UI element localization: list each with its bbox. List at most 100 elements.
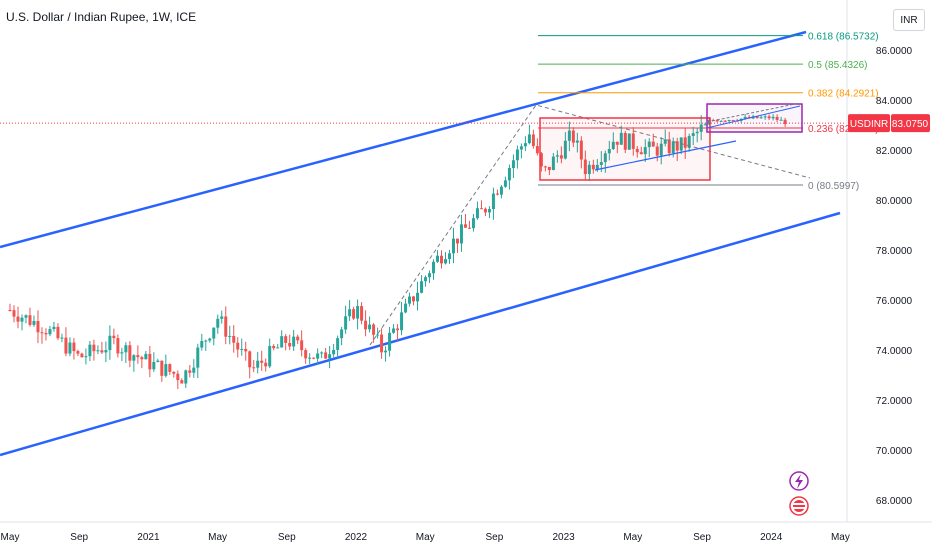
candle-body (300, 340, 304, 351)
candle-body (252, 367, 256, 369)
candle-body (108, 335, 112, 351)
y-tick-label: 82.0000 (876, 146, 913, 157)
candle-body (128, 345, 132, 361)
candle-body (707, 120, 711, 125)
candle-body (8, 310, 12, 311)
candle-body (388, 332, 392, 351)
candle-body (368, 324, 372, 330)
candle-body (567, 130, 571, 141)
candle-body (503, 180, 507, 187)
candle-body (196, 347, 200, 368)
candle-body (775, 116, 779, 120)
candle-body (408, 296, 412, 304)
us-flag-inner-icon (793, 500, 805, 512)
y-tick-label: 80.0000 (876, 196, 913, 207)
candle-body (384, 350, 388, 353)
fib-level-label: 0.382 (84.2921) (808, 89, 879, 100)
candle-body (116, 338, 120, 354)
candle-body (511, 160, 515, 169)
candle-body (184, 370, 188, 384)
candle-body (100, 350, 104, 353)
candle-body (96, 350, 100, 352)
candle-body (759, 117, 763, 119)
y-tick-label: 84.0000 (876, 96, 913, 107)
candle-body (52, 326, 56, 330)
candle-body (575, 140, 579, 143)
us-flag-stripe-icon (793, 507, 805, 509)
candle-body (731, 120, 735, 122)
candle-body (420, 281, 424, 293)
candle-body (428, 273, 432, 278)
candle-body (412, 296, 416, 302)
x-tick-label: Sep (486, 532, 504, 543)
candle-body (352, 309, 356, 319)
candle-body (715, 120, 719, 122)
candle-body (691, 133, 695, 136)
x-tick-label: 2024 (760, 532, 783, 543)
candle-body (579, 140, 583, 160)
candle-body (164, 364, 168, 376)
chart-title: U.S. Dollar / Indian Rupee, 1W, ICE (6, 10, 197, 24)
candle-body (551, 156, 555, 171)
x-tick-label: May (416, 532, 435, 543)
candle-body (416, 292, 420, 302)
candle-body (176, 373, 180, 381)
candle-body (284, 336, 288, 343)
candle-body (719, 120, 723, 122)
candle-body (499, 186, 503, 195)
price-tag-symbol: USDINR (850, 119, 888, 130)
candle-body (320, 352, 324, 354)
candle-body (292, 336, 296, 347)
candle-body (364, 320, 368, 330)
candle-body (783, 119, 787, 125)
candle-body (400, 312, 404, 331)
candle-body (192, 367, 196, 373)
currency-button[interactable]: INR (893, 9, 925, 31)
candle-body (471, 218, 475, 229)
candle-body (312, 357, 316, 359)
candle-body (463, 224, 467, 228)
candle-body (88, 344, 92, 357)
candle-body (268, 345, 272, 367)
candle-body (272, 345, 276, 349)
price-tag-value: 83.0750 (892, 119, 929, 130)
candle-body (316, 353, 320, 359)
candle-body (591, 164, 595, 170)
candle-body (132, 355, 136, 361)
candle-body (535, 146, 539, 154)
candle-body (699, 124, 703, 132)
fib-level-label: 0.236 (82.8807) (808, 124, 879, 135)
candle-body (24, 315, 28, 318)
y-tick-label: 78.0000 (876, 246, 913, 257)
x-tick-label: Sep (693, 532, 711, 543)
candle-body (48, 329, 52, 335)
candle-body (208, 338, 212, 341)
candle-body (276, 347, 280, 349)
candle-body (639, 152, 643, 155)
candle-body (487, 209, 491, 213)
x-tick-label: May (623, 532, 642, 543)
candle-body (667, 139, 671, 154)
candle-body (20, 317, 24, 322)
candle-body (324, 352, 328, 359)
x-tick-label: 2023 (552, 532, 575, 543)
candle-body (360, 306, 364, 321)
candle-body (296, 336, 300, 341)
y-tick-label: 76.0000 (876, 296, 913, 307)
candle-body (156, 360, 160, 362)
candle-body (204, 340, 208, 342)
fib-level-label: 0.618 (86.5732) (808, 32, 879, 43)
y-tick-label: 72.0000 (876, 396, 913, 407)
candle-body (623, 132, 627, 150)
x-tick-label: May (1, 532, 20, 543)
candle-body (112, 335, 116, 339)
y-tick-label: 70.0000 (876, 446, 913, 457)
candle-body (72, 342, 76, 352)
candle-body (44, 332, 48, 335)
candle-body (611, 141, 615, 150)
candle-body (356, 306, 360, 319)
candle-body (495, 193, 499, 195)
candle-body (104, 350, 108, 353)
candle-body (28, 315, 32, 325)
